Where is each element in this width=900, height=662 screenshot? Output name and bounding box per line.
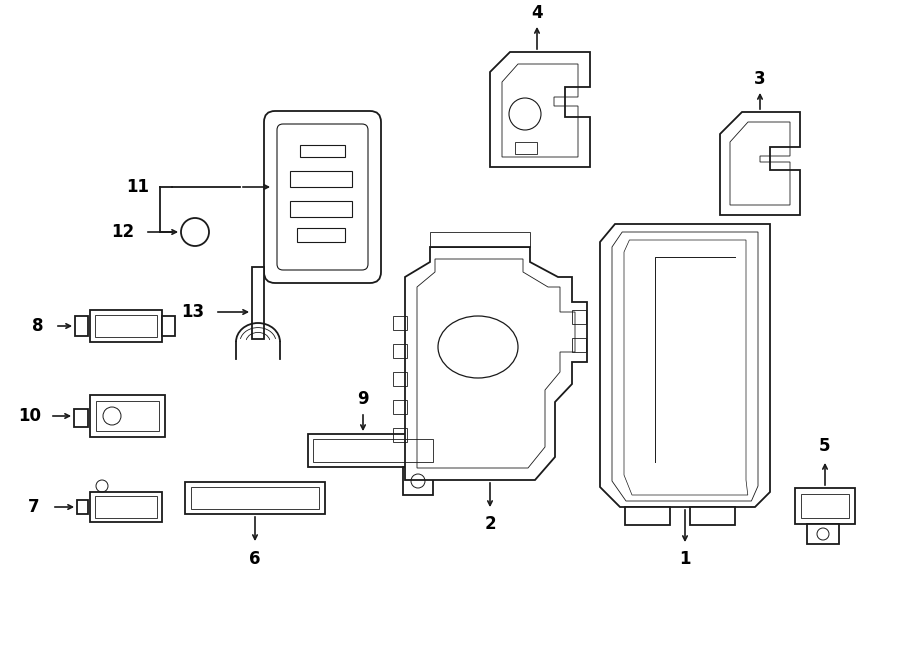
Text: 5: 5 — [819, 437, 831, 455]
Bar — [290, 201, 352, 217]
Polygon shape — [600, 224, 770, 507]
Bar — [77, 500, 88, 514]
Bar — [313, 439, 433, 462]
FancyBboxPatch shape — [264, 111, 381, 283]
Polygon shape — [720, 112, 800, 215]
Bar — [95, 315, 157, 337]
Text: 10: 10 — [19, 407, 41, 425]
Text: 2: 2 — [484, 515, 496, 533]
Bar — [300, 145, 345, 157]
Bar — [795, 488, 855, 524]
Bar — [430, 232, 530, 247]
Text: 6: 6 — [249, 550, 261, 568]
Bar — [90, 395, 165, 437]
Bar — [403, 467, 433, 495]
Bar — [801, 494, 849, 518]
Bar — [290, 171, 352, 187]
Polygon shape — [490, 52, 590, 167]
Text: 7: 7 — [28, 498, 40, 516]
Bar — [393, 428, 407, 442]
Bar — [90, 310, 162, 342]
Bar — [393, 316, 407, 330]
Text: 1: 1 — [680, 550, 691, 568]
Bar — [95, 496, 157, 518]
Bar — [807, 524, 839, 544]
Bar — [393, 344, 407, 358]
Bar — [236, 341, 280, 359]
Bar — [252, 267, 264, 339]
Text: 11: 11 — [127, 178, 149, 196]
Bar — [75, 316, 88, 336]
Text: 3: 3 — [754, 70, 766, 88]
Bar — [96, 401, 159, 431]
Text: 12: 12 — [112, 223, 135, 241]
Bar — [515, 142, 537, 154]
Bar — [393, 400, 407, 414]
Text: 13: 13 — [182, 303, 204, 321]
Bar — [572, 338, 586, 352]
Bar — [393, 372, 407, 386]
Text: 4: 4 — [531, 4, 543, 22]
Bar — [74, 409, 88, 427]
Bar — [572, 310, 586, 324]
Bar — [162, 316, 175, 336]
Text: 9: 9 — [357, 390, 369, 408]
Bar — [191, 487, 319, 509]
Bar — [690, 507, 735, 525]
Bar — [297, 228, 345, 242]
Bar — [90, 492, 162, 522]
Bar — [308, 434, 438, 467]
Polygon shape — [405, 247, 587, 480]
Bar — [625, 507, 670, 525]
Bar — [185, 482, 325, 514]
Text: 8: 8 — [32, 317, 44, 335]
